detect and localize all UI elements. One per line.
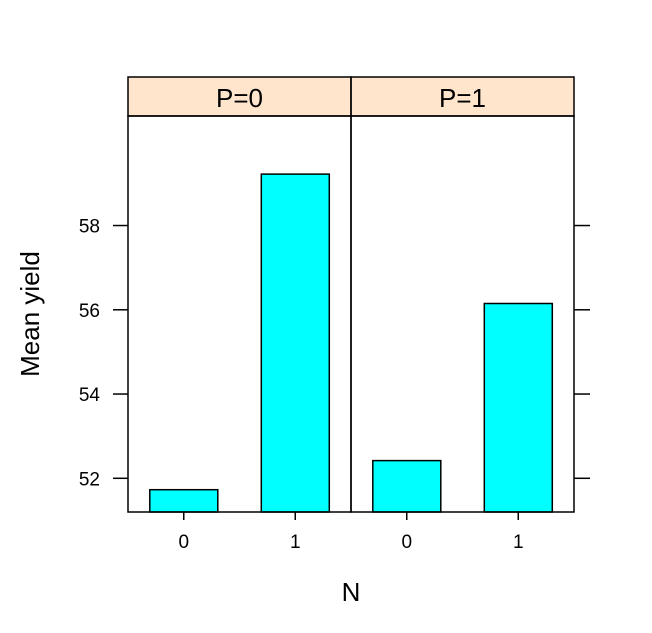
- y-axis-label: Mean yield: [15, 251, 45, 377]
- strip-p1-label: P=1: [439, 83, 486, 113]
- strip-p0-label: P=0: [216, 83, 263, 113]
- strip-p1-frame: [350, 76, 575, 117]
- bar-p1-n1: [483, 302, 554, 513]
- x-tick-label-p0-0: 0: [178, 532, 189, 553]
- bars: [149, 173, 554, 513]
- x-tick-label-p1-1: 1: [513, 532, 524, 553]
- bar-p0-n1: [260, 173, 331, 513]
- strip-p0-background: [128, 77, 351, 116]
- panel-frames: [127, 76, 575, 513]
- y-tick-label-52: 52: [79, 469, 100, 490]
- strips: P=0 P=1: [128, 77, 574, 116]
- x-axis-ticks: 0 1 0 1: [178, 512, 524, 553]
- bar-p0-n0: [149, 488, 219, 513]
- x-axis-label: N: [342, 577, 361, 607]
- y-tick-label-56: 56: [79, 301, 100, 322]
- x-tick-label-p1-0: 0: [401, 532, 412, 553]
- y-tick-label-58: 58: [79, 217, 100, 238]
- y-axis-ticks: 52 54 56 58: [79, 217, 590, 490]
- bar-p1-n0: [372, 459, 442, 513]
- y-tick-label-54: 54: [79, 385, 101, 406]
- strip-p1-background: [351, 77, 574, 116]
- x-tick-label-p0-1: 1: [290, 532, 301, 553]
